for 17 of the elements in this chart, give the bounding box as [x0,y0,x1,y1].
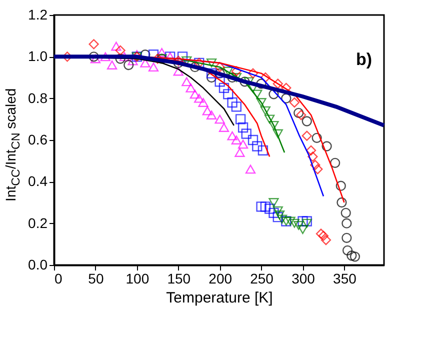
y-tick-label: 0.2 [28,214,48,231]
x-axis-title: Temperature [K] [166,290,273,306]
y-tick-label: 1.0 [28,48,48,64]
x-tick-label: 50 [88,270,104,286]
y-tick-label: 1.2 [28,6,48,22]
x-tick-label: 0 [54,270,62,286]
x-tick-label: 100 [126,270,150,286]
y-tick-label: 0.4 [28,173,48,190]
y-tick-label: 0.8 [28,90,48,106]
y-tick-label: 0.6 [28,132,48,148]
annotation: b) [356,50,372,69]
y-tick-label: 0.0 [28,256,48,272]
x-tick-label: 150 [167,270,191,286]
x-tick-label: 350 [333,270,357,286]
x-tick-label: 300 [292,270,316,286]
x-tick-label: 250 [250,270,274,286]
x-tick-label: 200 [208,270,232,286]
